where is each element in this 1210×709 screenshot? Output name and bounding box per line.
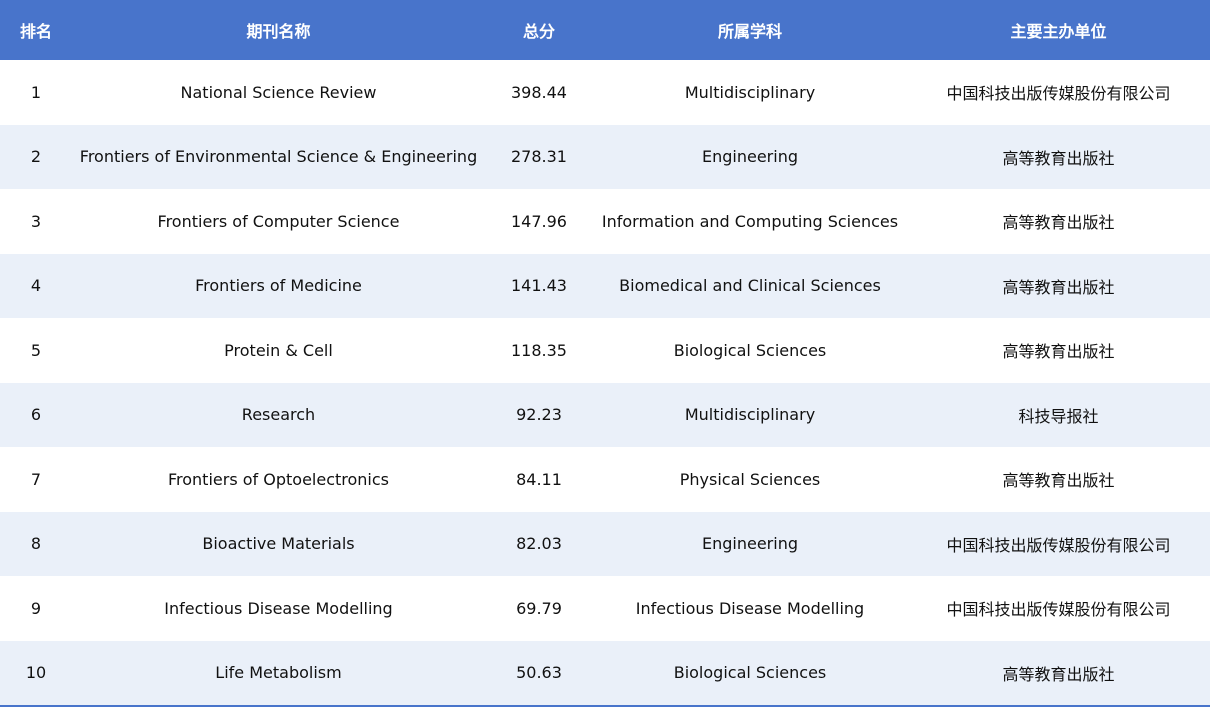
cell-publisher: 高等教育出版社: [1002, 213, 1115, 233]
cell-rank: 4: [0, 253, 72, 318]
table-row: 6 Research 92.23 Multidisciplinary 科技导报社: [0, 382, 1210, 447]
cell-rank: 9: [30, 598, 42, 618]
cell-publisher: 中国科技出版传媒股份有限公司: [907, 511, 1210, 576]
cell-discipline: Biological Sciences: [593, 640, 907, 706]
cell-total-score: 69.79: [516, 598, 562, 618]
cell-journal-name: Infectious Disease Modelling: [164, 598, 393, 618]
cell-discipline: Engineering: [593, 124, 907, 189]
cell-rank: 3: [30, 211, 42, 231]
cell-total-score: 278.31: [485, 124, 593, 189]
cell-journal-name: Frontiers of Optoelectronics: [167, 469, 389, 489]
cell-total-score: 92.23: [485, 382, 593, 447]
header-discipline: 所属学科: [593, 0, 907, 60]
cell-discipline: Multidisciplinary: [684, 82, 816, 102]
cell-discipline: Engineering: [593, 511, 907, 576]
cell-total-score: 84.11: [516, 469, 562, 489]
cell-total-score: 82.03: [485, 511, 593, 576]
header-rank: 排名: [0, 0, 72, 60]
cell-rank: 1: [30, 82, 42, 102]
cell-journal-name: Protein & Cell: [224, 340, 333, 360]
cell-publisher: 科技导报社: [907, 382, 1210, 447]
cell-journal-name: Frontiers of Medicine: [72, 253, 485, 318]
header-row: 排名 期刊名称 总分 所属学科 主要主办单位: [0, 0, 1210, 60]
table-row: 8 Bioactive Materials 82.03 Engineering 中国科技…: [0, 511, 1210, 576]
table-row: 3 Frontiers of Computer Science 147.96 Info…: [0, 189, 1210, 254]
cell-rank: 5: [30, 340, 42, 360]
cell-publisher: 高等教育出版社: [907, 124, 1210, 189]
table-row: 1 National Science Review 398.44 Multidisci…: [0, 60, 1210, 125]
table-row: 4 Frontiers of Medicine 141.43 Biomedical a…: [0, 253, 1210, 318]
table-row: 2 Frontiers of Environmental Science & En…: [0, 124, 1210, 189]
cell-publisher: 高等教育出版社: [1002, 471, 1115, 491]
table-row: 9 Infectious Disease Modelling 69.79 Infect…: [0, 576, 1210, 641]
cell-total-score: 398.44: [511, 82, 567, 102]
header-publisher: 主要主办单位: [907, 0, 1210, 60]
cell-rank: 6: [0, 382, 72, 447]
cell-journal-name: Frontiers of Computer Science: [157, 211, 400, 231]
cell-rank: 2: [0, 124, 72, 189]
cell-journal-name: National Science Review: [180, 82, 377, 102]
cell-discipline: Biological Sciences: [673, 340, 827, 360]
header-journal-name: 期刊名称: [72, 0, 485, 60]
header-total-score: 总分: [485, 0, 593, 60]
cell-discipline: Information and Computing Sciences: [601, 211, 899, 231]
cell-publisher: 高等教育出版社: [907, 640, 1210, 706]
cell-total-score: 50.63: [485, 640, 593, 706]
cell-discipline: Multidisciplinary: [593, 382, 907, 447]
cell-publisher: 高等教育出版社: [907, 253, 1210, 318]
cell-total-score: 147.96: [511, 211, 567, 231]
cell-journal-name: Research: [72, 382, 485, 447]
table-row: 7 Frontiers of Optoelectronics 84.11 Physic…: [0, 447, 1210, 512]
cell-discipline: Infectious Disease Modelling: [635, 598, 865, 618]
cell-publisher: 中国科技出版传媒股份有限公司: [946, 600, 1171, 620]
cell-publisher: 中国科技出版传媒股份有限公司: [946, 84, 1171, 104]
cell-rank: 10: [0, 640, 72, 706]
cell-rank: 7: [30, 469, 42, 489]
cell-discipline: Biomedical and Clinical Sciences: [593, 253, 907, 318]
cell-publisher: 高等教育出版社: [1002, 342, 1115, 362]
cell-journal-name: Bioactive Materials: [72, 511, 485, 576]
table-row: 5 Protein & Cell 118.35 Biological Sciences…: [0, 318, 1210, 383]
cell-journal-name: Frontiers of Environmental Science & Eng…: [72, 124, 485, 189]
cell-total-score: 118.35: [511, 340, 567, 360]
table-row: 10 Life Metabolism 50.63 Biological Science…: [0, 640, 1210, 706]
cell-total-score: 141.43: [485, 253, 593, 318]
cell-journal-name: Life Metabolism: [72, 640, 485, 706]
cell-discipline: Physical Sciences: [679, 469, 821, 489]
cell-rank: 8: [0, 511, 72, 576]
